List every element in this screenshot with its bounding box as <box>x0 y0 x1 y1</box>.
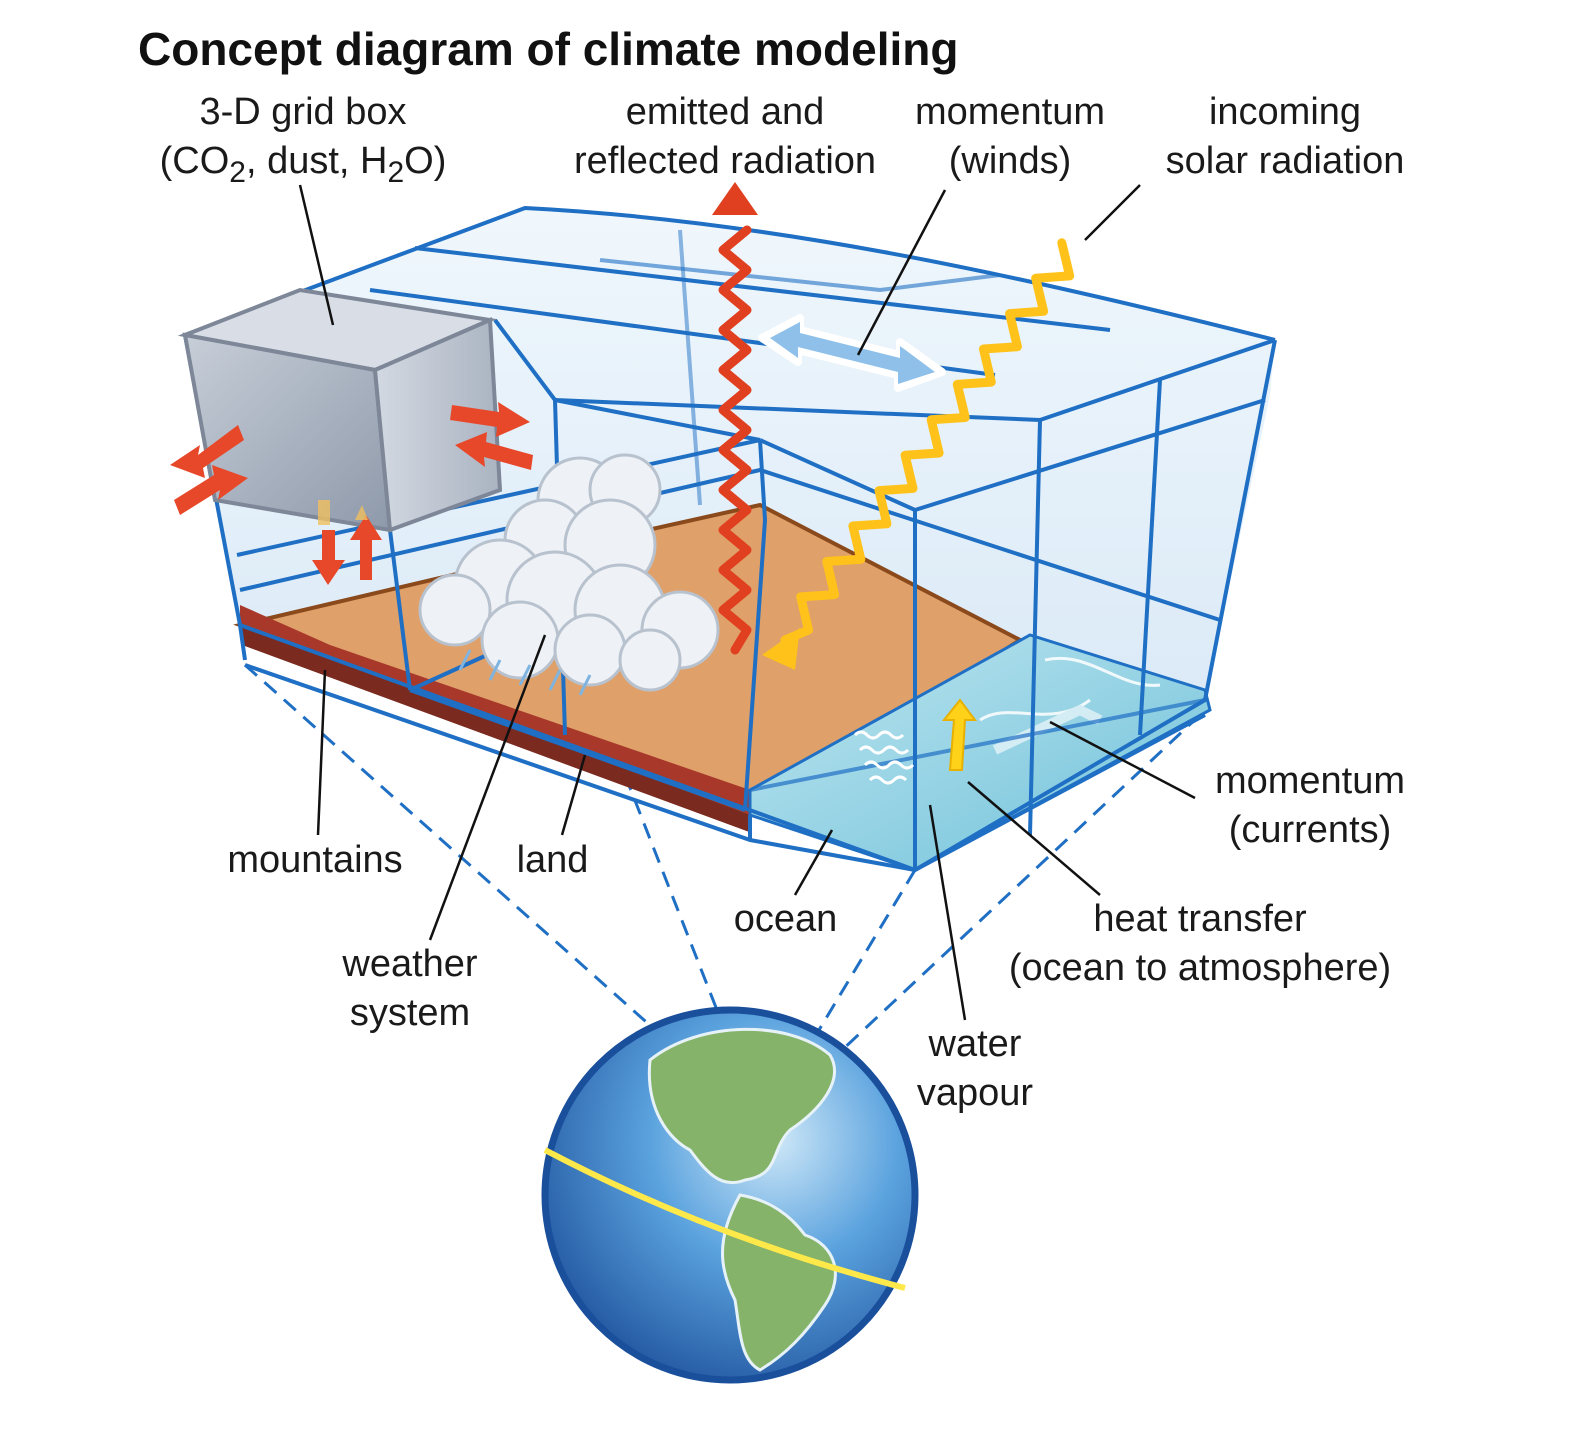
vertical-exchange-arrows <box>318 500 368 525</box>
label-line: reflected radiation <box>573 140 877 182</box>
label-line: momentum <box>1214 760 1406 802</box>
winds-double-arrow <box>758 314 946 392</box>
label-land: land <box>500 836 605 885</box>
label-weather-system: weather system <box>325 940 495 1038</box>
label-line: (CO2, dust, H2O) <box>159 140 447 189</box>
label-line: vapour <box>916 1072 1034 1114</box>
earth-globe <box>541 1006 919 1384</box>
label-line: (ocean to atmosphere) <box>1008 947 1392 989</box>
label-line: heat transfer <box>1093 898 1307 940</box>
water-vapour-squiggles <box>853 730 915 785</box>
label-momentum-currents: momentum (currents) <box>1190 757 1430 855</box>
leader-winds <box>856 189 947 356</box>
label-line: water <box>928 1023 1022 1065</box>
arrow-right <box>450 402 530 437</box>
label-ocean: ocean <box>718 895 853 944</box>
label-incoming-solar: incoming solar radiation <box>1140 88 1430 186</box>
arrow-left <box>170 425 244 478</box>
leader-ocean <box>793 829 834 896</box>
label-water-vapour: water vapour <box>900 1020 1050 1118</box>
label-line: (currents) <box>1228 809 1392 851</box>
label-line: (winds) <box>948 140 1072 182</box>
arrow-down <box>312 530 345 585</box>
label-line: 3-D grid box <box>199 91 407 133</box>
label-line: weather <box>342 943 478 985</box>
diagram-title: Concept diagram of climate modeling <box>138 23 959 75</box>
weather-cloud <box>418 453 720 692</box>
grid-box-side <box>372 317 503 533</box>
climate-grid-block <box>170 182 1277 872</box>
leader-land <box>560 754 587 836</box>
rain-streaks <box>458 649 592 696</box>
label-line: ocean <box>733 898 838 940</box>
solar-radiation-wave <box>762 238 1075 670</box>
label-line: incoming <box>1208 91 1362 133</box>
label-heat-transfer: heat transfer (ocean to atmosphere) <box>975 895 1425 993</box>
arrow-up <box>350 515 382 580</box>
exchange-arrows <box>170 402 533 585</box>
leader-water-vapour <box>928 804 967 1021</box>
label-line: solar radiation <box>1165 140 1405 182</box>
label-momentum-winds: momentum (winds) <box>895 88 1125 186</box>
emitted-radiation-wave <box>712 182 758 655</box>
arrow-left <box>455 432 533 470</box>
leader-mountains <box>316 669 327 836</box>
label-emitted-radiation: emitted and reflected radiation <box>545 88 905 186</box>
leader-weather <box>428 634 547 941</box>
leader-lines <box>298 184 1196 1021</box>
leader-solar <box>1084 184 1141 241</box>
equator-line <box>543 1147 906 1291</box>
label-mountains: mountains <box>210 836 420 885</box>
leader-heat-transfer <box>967 781 1101 896</box>
mountain-front-face <box>240 625 752 833</box>
label-line: land <box>516 839 589 881</box>
label-grid-box: 3-D grid box (CO2, dust, H2O) <box>128 88 478 189</box>
leader-grid-box <box>298 184 335 326</box>
label-line: momentum <box>914 91 1106 133</box>
ocean-heat-arrow <box>941 698 977 771</box>
highlighted-grid-box <box>177 287 503 533</box>
label-line: system <box>349 992 471 1034</box>
label-line: mountains <box>227 839 403 881</box>
arrow-right <box>174 465 248 515</box>
label-line: emitted and <box>625 91 825 133</box>
north-america-shape <box>647 1027 836 1185</box>
leader-currents <box>1049 720 1196 800</box>
